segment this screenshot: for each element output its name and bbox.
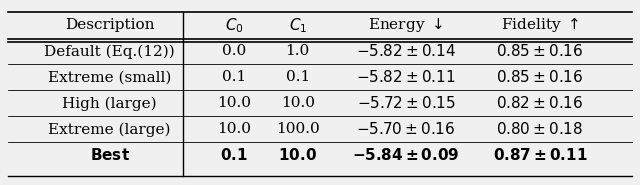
Text: Extreme (large): Extreme (large) [49,122,171,137]
Text: 100.0: 100.0 [276,122,319,137]
Text: High (large): High (large) [63,96,157,111]
Text: 0.1: 0.1 [285,70,310,84]
Text: Extreme (small): Extreme (small) [48,70,172,84]
Text: 0.1: 0.1 [222,70,246,84]
Text: $\mathbf{Best}$: $\mathbf{Best}$ [90,147,130,164]
Text: Fidelity $\uparrow$: Fidelity $\uparrow$ [500,16,579,34]
Text: Default (Eq.(12)): Default (Eq.(12)) [44,44,175,59]
Text: $\mathbf{10.0}$: $\mathbf{10.0}$ [278,147,317,164]
Text: $-5.70 \pm 0.16$: $-5.70 \pm 0.16$ [356,122,456,137]
Text: $\mathbf{0.87 \pm 0.11}$: $\mathbf{0.87 \pm 0.11}$ [493,147,587,164]
Text: 1.0: 1.0 [285,44,310,58]
Text: Energy $\downarrow$: Energy $\downarrow$ [369,16,444,34]
Text: $\mathbf{0.1}$: $\mathbf{0.1}$ [220,147,248,164]
Text: 0.0: 0.0 [222,44,246,58]
Text: $\mathbf{-5.84 \pm 0.09}$: $\mathbf{-5.84 \pm 0.09}$ [352,147,460,164]
Text: $0.85 \pm 0.16$: $0.85 \pm 0.16$ [496,43,584,59]
Text: $C_1$: $C_1$ [289,16,307,35]
Text: $-5.82 \pm 0.14$: $-5.82 \pm 0.14$ [356,43,456,59]
Text: 10.0: 10.0 [217,122,251,137]
Text: $0.85 \pm 0.16$: $0.85 \pm 0.16$ [496,69,584,85]
Text: 10.0: 10.0 [217,96,251,110]
Text: 10.0: 10.0 [281,96,315,110]
Text: Description: Description [65,18,154,32]
Text: $-5.82 \pm 0.11$: $-5.82 \pm 0.11$ [356,69,456,85]
Text: $-5.72 \pm 0.15$: $-5.72 \pm 0.15$ [356,95,456,111]
Text: $C_0$: $C_0$ [225,16,243,35]
Text: $0.82 \pm 0.16$: $0.82 \pm 0.16$ [496,95,584,111]
Text: $0.80 \pm 0.18$: $0.80 \pm 0.18$ [496,122,584,137]
